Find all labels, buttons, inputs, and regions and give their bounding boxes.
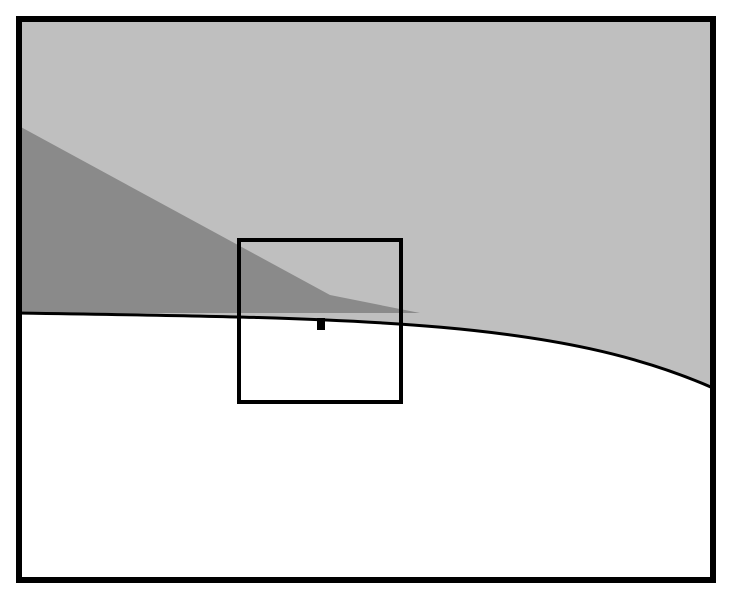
diagram-canvas bbox=[0, 0, 732, 599]
center-marker bbox=[317, 318, 325, 330]
